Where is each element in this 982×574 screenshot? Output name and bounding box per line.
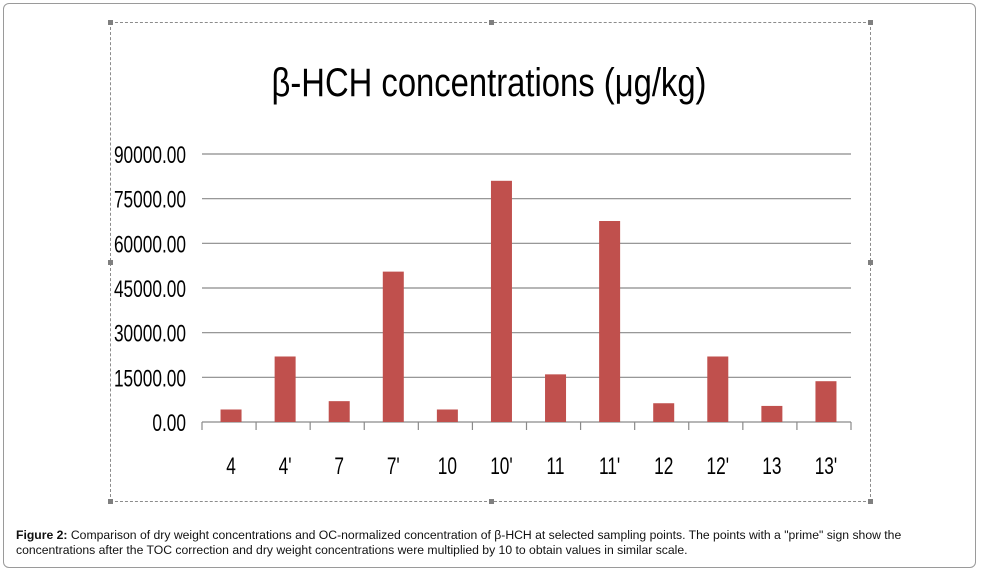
- bar-chart: β-HCH concentrations (μg/kg) 0.00 15000.0…: [114, 60, 852, 480]
- y-tick-label: 15000.00: [114, 366, 186, 392]
- resize-handle-bottom-left[interactable]: [108, 499, 113, 504]
- gridlines: [202, 153, 851, 423]
- bar: [490, 180, 512, 422]
- bar: [761, 405, 783, 422]
- resize-handle-middle-right[interactable]: [868, 260, 873, 265]
- x-tick-label: 10: [438, 453, 457, 479]
- figure-frame: β-HCH concentrations (μg/kg) 0.00 15000.0…: [3, 3, 976, 568]
- bar: [328, 401, 350, 422]
- bar: [220, 409, 242, 422]
- x-tick-label: 13: [762, 453, 781, 479]
- y-tick-label: 45000.00: [114, 276, 186, 302]
- figure-caption: Figure 2: Comparison of dry weight conce…: [16, 528, 976, 558]
- x-tick-label: 12: [654, 453, 673, 479]
- resize-handle-top-left[interactable]: [108, 20, 113, 25]
- x-tick-label: 10': [490, 453, 513, 479]
- bar: [707, 356, 729, 422]
- bar: [436, 409, 458, 422]
- y-axis-tick-labels: 0.00 15000.00 30000.00 45000.00 60000.00 7500…: [114, 142, 186, 436]
- chart-area: [108, 20, 873, 504]
- y-tick-label: 0.00: [152, 410, 186, 436]
- x-tick-label: 11: [547, 453, 565, 479]
- y-tick-label: 60000.00: [114, 232, 186, 258]
- bar: [545, 374, 567, 422]
- x-tick-label: 13': [815, 453, 838, 479]
- y-tick-label: 30000.00: [114, 321, 186, 347]
- x-tick-label: 11': [599, 453, 620, 479]
- x-tick-label: 7: [334, 453, 344, 479]
- resize-handle-top-middle[interactable]: [489, 20, 494, 25]
- x-tick-label: 7': [387, 453, 400, 479]
- resize-handle-bottom-right[interactable]: [868, 499, 873, 504]
- x-tick-label: 4: [226, 453, 236, 479]
- resize-handle-middle-left[interactable]: [108, 260, 113, 265]
- bars: [220, 180, 837, 422]
- bar: [815, 381, 837, 422]
- caption-label: Figure 2:: [16, 528, 68, 542]
- x-axis-tick-labels: 4 4' 7 7' 10 10' 11 11' 12 12' 13 13': [226, 453, 837, 479]
- resize-handle-top-right[interactable]: [868, 20, 873, 25]
- chart-title: β-HCH concentrations (μg/kg): [272, 60, 707, 105]
- y-tick-label: 75000.00: [114, 187, 186, 213]
- bar: [274, 356, 296, 422]
- bar: [653, 403, 675, 422]
- bar: [599, 221, 621, 422]
- x-tick-label: 4': [279, 453, 292, 479]
- caption-text: Comparison of dry weight concentrations …: [16, 528, 902, 557]
- x-axis: [201, 422, 852, 430]
- x-tick-label: 12': [707, 453, 730, 479]
- bar: [382, 271, 404, 422]
- y-tick-label: 90000.00: [114, 142, 186, 168]
- resize-handle-bottom-middle[interactable]: [489, 499, 494, 504]
